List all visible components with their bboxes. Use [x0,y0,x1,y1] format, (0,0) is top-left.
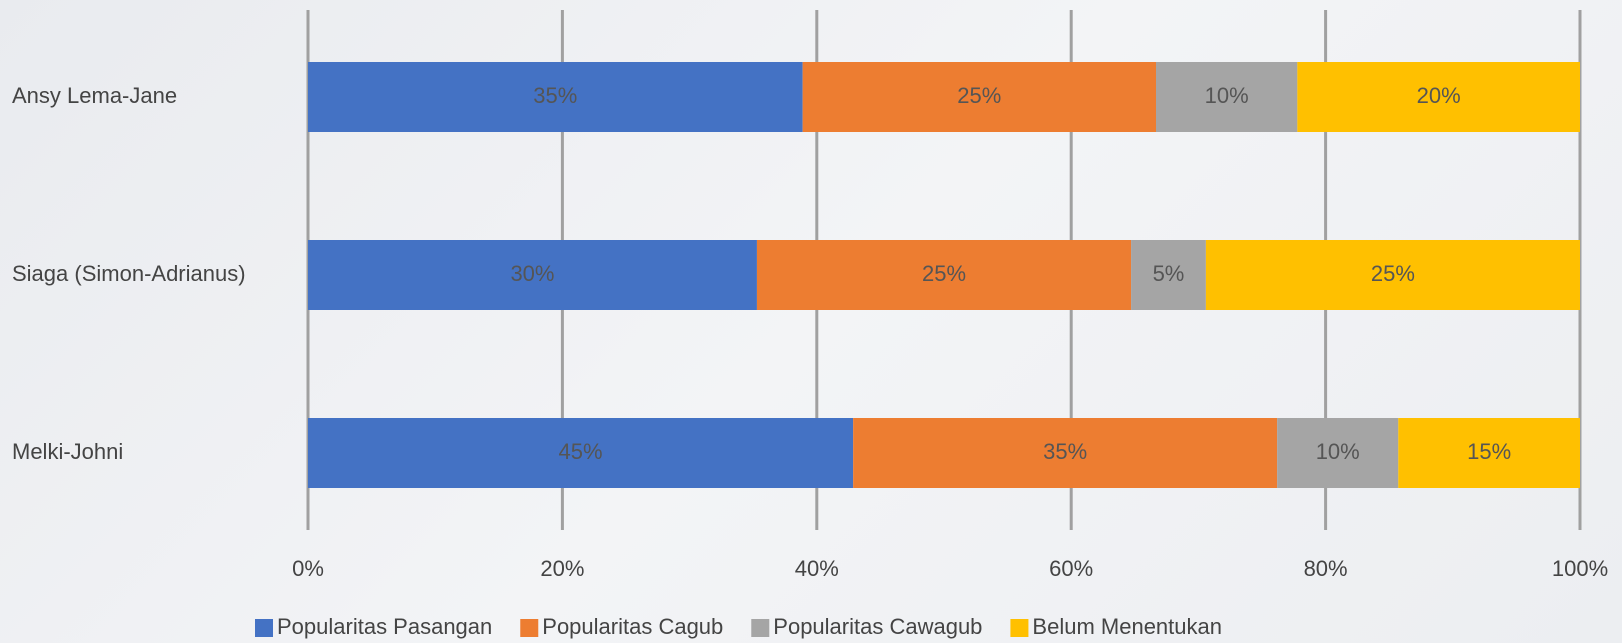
value-label: 25% [957,83,1001,108]
x-tick-label: 20% [540,556,584,581]
value-label: 5% [1153,261,1185,286]
bar-segment [756,240,1132,310]
x-tick-label: 80% [1304,556,1348,581]
bar-segment [308,240,757,310]
bar-segment [1156,62,1298,132]
value-label: 10% [1316,439,1360,464]
legend-label: Popularitas Pasangan [277,614,492,639]
legend-label: Popularitas Cawagub [773,614,982,639]
value-label: 20% [1417,83,1461,108]
bar-segment [1398,418,1580,488]
y-tick-label: Ansy Lema-Jane [12,83,177,108]
value-label: 45% [559,439,603,464]
legend-swatch [520,619,539,637]
value-label: 30% [510,261,554,286]
legend-swatch [751,619,770,637]
bar-segment [853,418,1278,488]
bar-segment [308,418,854,488]
bar-segment [308,62,803,132]
y-tick-label: Melki-Johni [12,439,123,464]
x-tick-label: 40% [795,556,839,581]
legend-label: Belum Menentukan [1032,614,1222,639]
bar-segment [1297,62,1580,132]
x-tick-label: 0% [292,556,324,581]
bar-segment [1131,240,1206,310]
value-label: 10% [1205,83,1249,108]
x-tick-label: 100% [1552,556,1608,581]
bar-segment [802,62,1156,132]
bar-segment [1277,418,1399,488]
value-label: 25% [1371,261,1415,286]
value-label: 15% [1467,439,1511,464]
legend-label: Popularitas Cagub [542,614,723,639]
y-tick-label: Siaga (Simon-Adrianus) [12,261,246,286]
bar-segment [1205,240,1580,310]
value-label: 25% [922,261,966,286]
value-label: 35% [1043,439,1087,464]
legend-swatch [1010,619,1029,637]
x-tick-label: 60% [1049,556,1093,581]
value-label: 35% [533,83,577,108]
legend-swatch [255,619,273,637]
